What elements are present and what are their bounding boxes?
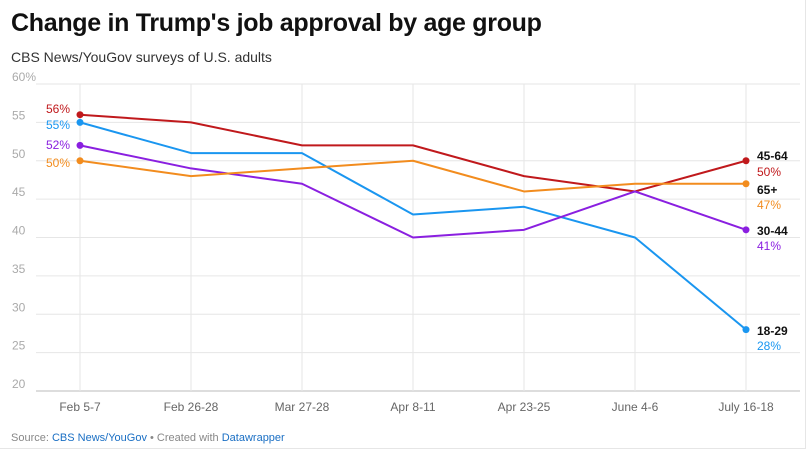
- x-tick-label: Feb 26-28: [164, 400, 219, 414]
- source-link[interactable]: CBS News/YouGov: [51, 432, 147, 444]
- series-start-label: 52%: [46, 138, 70, 152]
- series-end-point-18-29: [742, 326, 750, 334]
- chart-subtitle: CBS News/YouGov surveys of U.S. adults: [11, 49, 272, 65]
- line-chart: 60% 55 50 45 40 35 30 25 20 Feb 5-7 Feb 26-28 Mar 2…: [12, 70, 800, 414]
- series-line-18-29: [79, 121, 747, 331]
- y-tick-label: 55: [12, 108, 26, 122]
- x-tick-label: Apr 23-25: [498, 400, 551, 414]
- y-tick-label: 50: [12, 147, 26, 161]
- series-start-label: 56%: [46, 102, 70, 116]
- series-end-label: 47%: [757, 198, 781, 212]
- series-name-label: 30-44: [757, 224, 788, 238]
- chart-title: Change in Trump's job approval by age gr…: [11, 9, 542, 37]
- series-start-point-65+: [76, 157, 84, 165]
- chart-footer: Source: CBS News/YouGov • Created with D…: [11, 432, 285, 444]
- y-tick-label: 20: [12, 377, 26, 391]
- series-end-label: 50%: [757, 165, 781, 179]
- series-name-label: 65+: [757, 183, 777, 197]
- y-tick-label: 45: [12, 185, 26, 199]
- series-start-label: 50%: [46, 156, 70, 170]
- y-tick-label: 60%: [12, 70, 36, 84]
- series-start-point-18-29: [76, 118, 84, 126]
- created-with-text: • Created with: [146, 432, 222, 444]
- y-tick-label: 35: [12, 262, 26, 276]
- series-end-point-30-44: [742, 226, 750, 234]
- x-tick-label: Mar 27-28: [275, 400, 330, 414]
- series-end-point-45-64: [742, 157, 750, 165]
- series-end-label: 28%: [757, 339, 781, 353]
- y-tick-label: 25: [12, 339, 26, 353]
- source-label: Source:: [11, 432, 52, 444]
- series-start-label: 55%: [46, 118, 70, 132]
- x-tick-label: July 16-18: [718, 400, 774, 414]
- series-line-30-44: [79, 144, 747, 239]
- series-line-65+: [79, 159, 746, 193]
- x-tick-label: Feb 5-7: [59, 400, 101, 414]
- datawrapper-link[interactable]: Datawrapper: [221, 432, 285, 444]
- y-tick-label: 40: [12, 224, 26, 238]
- series-start-point-45-64: [76, 111, 84, 119]
- series-name-label: 45-64: [757, 149, 788, 163]
- y-tick-label: 30: [12, 300, 26, 314]
- series-name-label: 18-29: [757, 324, 788, 338]
- series-end-point-65+: [742, 180, 750, 188]
- series-start-point-30-44: [76, 141, 84, 149]
- x-tick-label: Apr 8-11: [390, 400, 435, 414]
- x-tick-label: June 4-6: [612, 400, 659, 414]
- series-end-label: 41%: [757, 239, 781, 253]
